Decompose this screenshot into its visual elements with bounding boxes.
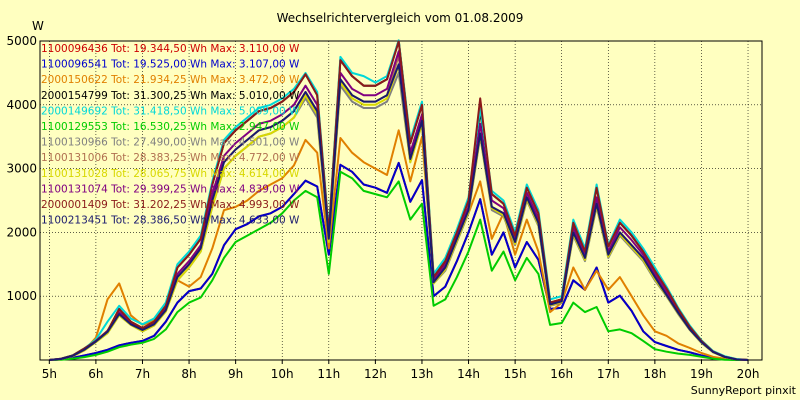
- legend-entry: 1100213451 Tot: 28.386,50 Wh Max: 4.633,…: [41, 215, 300, 227]
- legend-entry: 2000150622 Tot: 21.934,25 Wh Max: 3.472,…: [41, 74, 300, 86]
- x-tick-label: 5h: [42, 367, 57, 381]
- x-tick-label: 12h: [364, 367, 387, 381]
- x-tick-label: 7h: [135, 367, 150, 381]
- legend: 1100096436 Tot: 19.344,50 Wh Max: 3.110,…: [41, 43, 300, 227]
- series-line-12: [49, 63, 749, 361]
- legend-entry: 1100130966 Tot: 27.490,00 Wh Max: 4.501,…: [41, 137, 300, 149]
- legend-entry: 1100131074 Tot: 29.399,25 Wh Max: 4.839,…: [41, 183, 300, 195]
- y-tick-label: 1000: [6, 289, 37, 303]
- y-tick-label: 5000: [6, 34, 37, 48]
- series-lines: [49, 39, 749, 361]
- series-line-11: [49, 40, 749, 361]
- x-tick-label: 13h: [411, 367, 434, 381]
- x-tick-label: 17h: [597, 367, 620, 381]
- y-tick-label: 3000: [6, 162, 37, 176]
- x-tick-label: 16h: [550, 367, 573, 381]
- legend-entry: 2000149692 Tot: 31.418,50 Wh Max: 5.009,…: [41, 105, 300, 117]
- y-tick-label: 2000: [6, 225, 37, 239]
- footer-credit: SunnyReport pinxit: [691, 384, 797, 397]
- y-axis-unit-label: W: [32, 19, 44, 33]
- legend-entry: 1100096436 Tot: 19.344,50 Wh Max: 3.110,…: [41, 43, 300, 55]
- series-line-2: [49, 161, 749, 361]
- x-tick-label: 20h: [737, 367, 760, 381]
- legend-entry: 2000001409 Tot: 31.202,25 Wh Max: 4.993,…: [41, 199, 300, 211]
- x-tick-label: 15h: [504, 367, 527, 381]
- x-tick-label: 18h: [643, 367, 666, 381]
- chart-title: Wechselrichtervergleich vom 01.08.2009: [277, 11, 524, 25]
- x-tick-label: 10h: [271, 367, 294, 381]
- x-tick-label: 14h: [457, 367, 480, 381]
- x-tick-label: 8h: [181, 367, 196, 381]
- x-tick-label: 19h: [690, 367, 713, 381]
- legend-entry: 1100131006 Tot: 28.383,25 Wh Max: 4.772,…: [41, 152, 300, 164]
- legend-entry: 1100129553 Tot: 16.530,25 Wh Max: 2.947,…: [41, 121, 300, 133]
- y-tick-label: 4000: [6, 98, 37, 112]
- x-tick-label: 11h: [317, 367, 340, 381]
- x-tick-label: 6h: [88, 367, 103, 381]
- legend-entry: 1100096541 Tot: 19.525,00 Wh Max: 3.107,…: [41, 59, 300, 71]
- legend-entry: 2000154799 Tot: 31.300,25 Wh Max: 5.010,…: [41, 90, 300, 102]
- axes: 1000 2000 3000 4000 5000 5h 6h 7h 8h 9h 10h 11h 12h 1…: [6, 34, 759, 381]
- series-line-6: [49, 170, 748, 361]
- legend-entry: 1100131028 Tot: 28.065,75 Wh Max: 4.614,…: [41, 168, 300, 180]
- x-tick-label: 9h: [228, 367, 243, 381]
